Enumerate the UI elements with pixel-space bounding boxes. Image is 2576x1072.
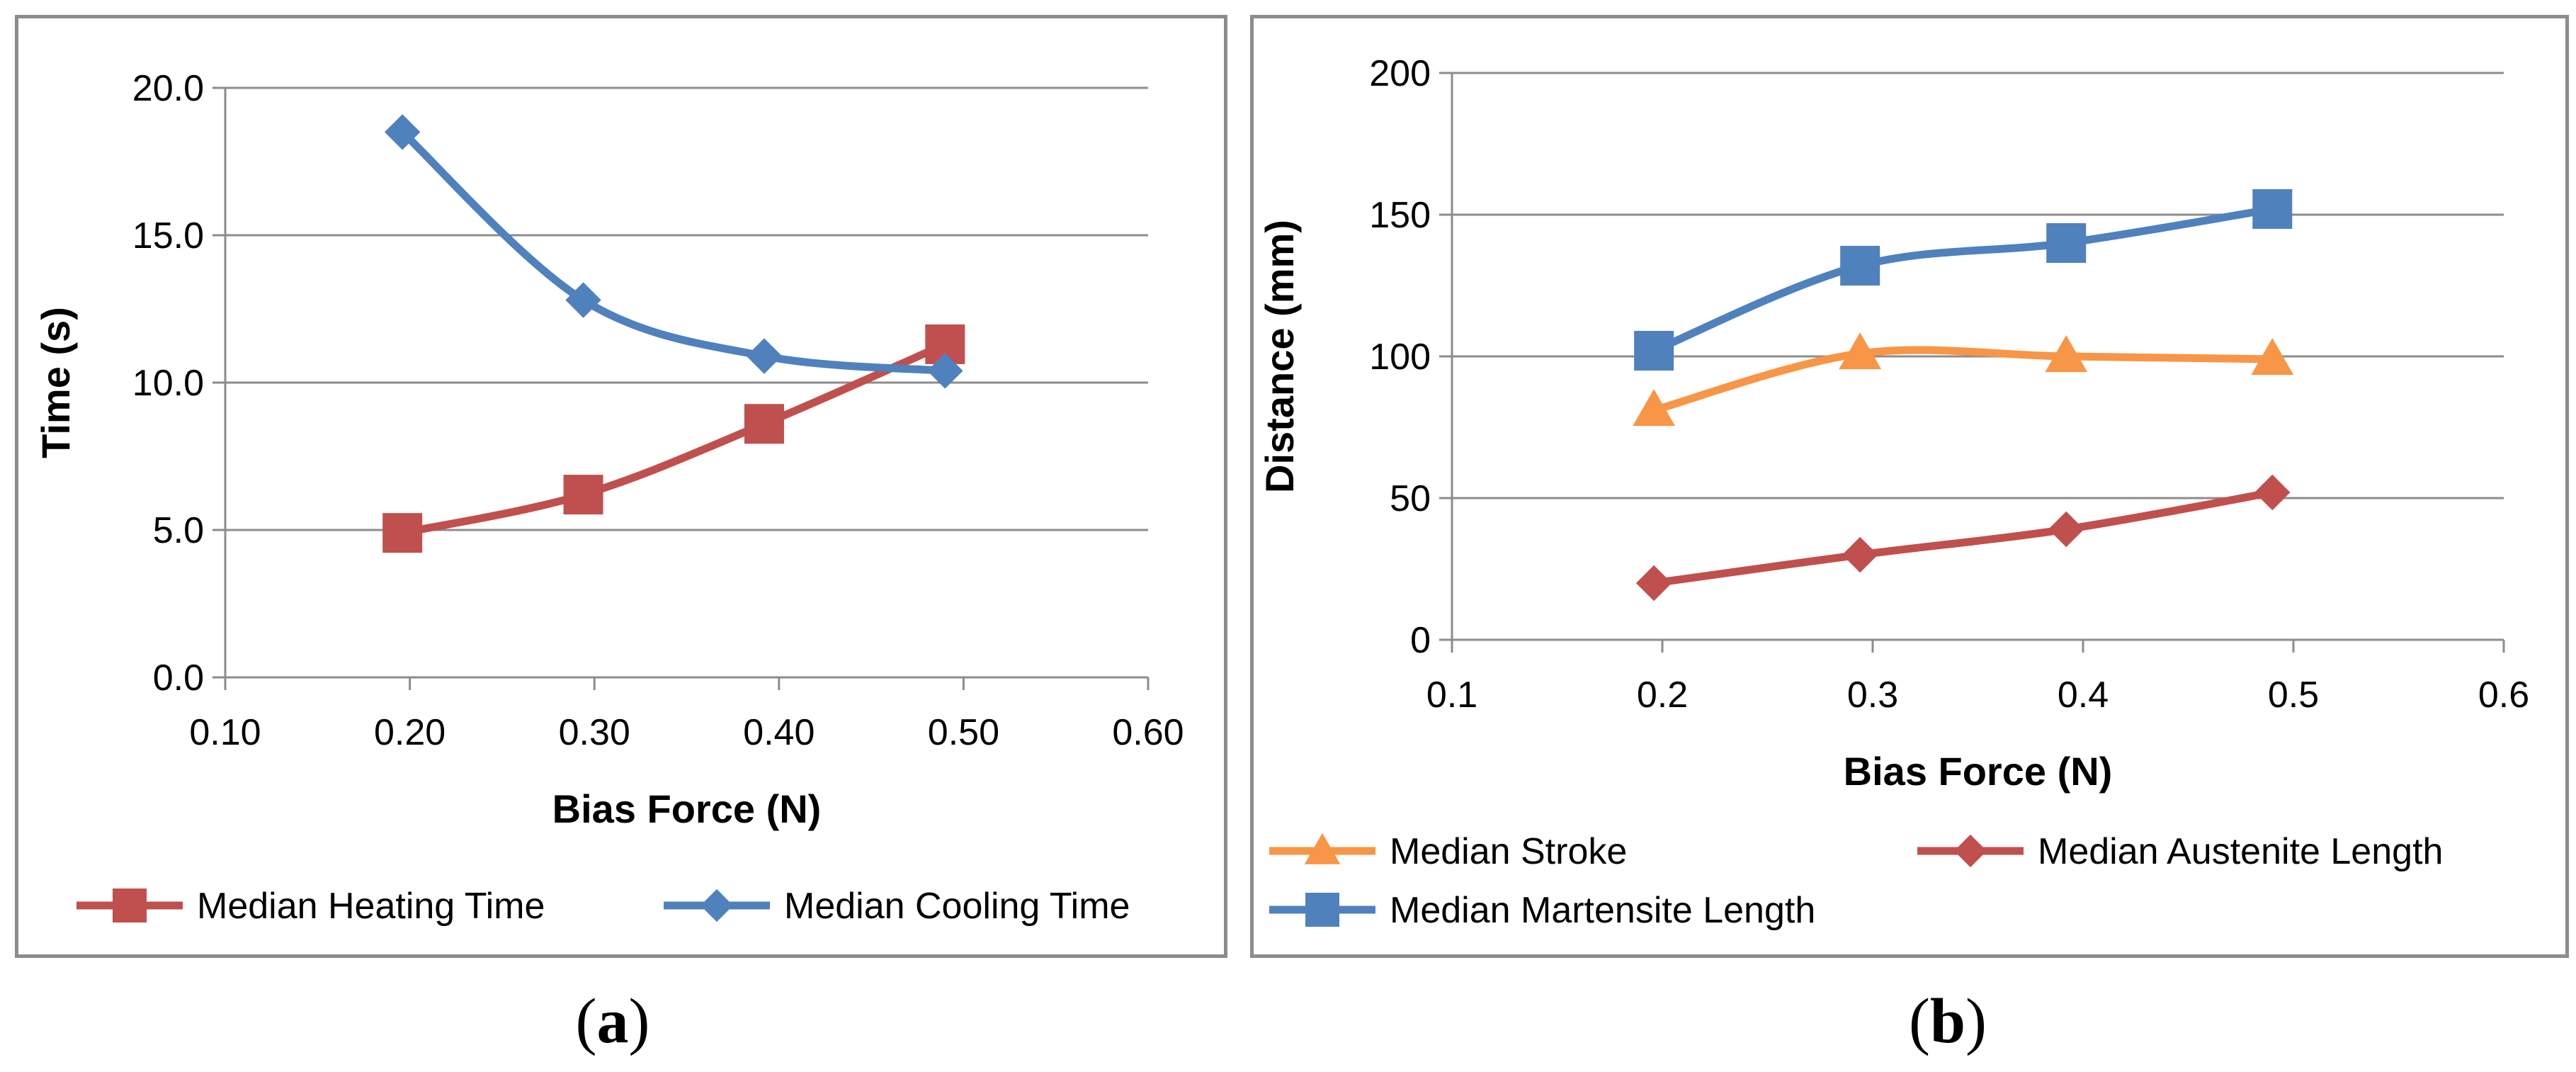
chart-b-ytick-label-4: 200 bbox=[1369, 53, 1431, 94]
chart-b-series-0-point-0 bbox=[1633, 389, 1676, 427]
chart-b-xtick-label-5: 0.6 bbox=[2478, 675, 2529, 716]
caption-b-letter: b bbox=[1929, 986, 1966, 1056]
chart-a-ytick-label-3: 15.0 bbox=[132, 215, 204, 256]
chart-b-series-2-point-0 bbox=[1634, 331, 1674, 371]
chart-a-series-0-point-0 bbox=[382, 513, 423, 553]
chart-a-xtick-label-5: 0.60 bbox=[1112, 712, 1184, 753]
chart-b-xtick-label-0: 0.1 bbox=[1426, 675, 1477, 716]
chart-a-series-1-point-0 bbox=[384, 114, 421, 150]
chart-a-series-0-point-1 bbox=[563, 475, 603, 515]
chart-b-xtick-label-2: 0.3 bbox=[1847, 675, 1898, 716]
chart-b-series-2-point-2 bbox=[2046, 223, 2087, 263]
chart-a-legend-0-marker bbox=[113, 888, 147, 923]
chart-b-xtick-label-4: 0.5 bbox=[2268, 675, 2319, 716]
chart-a-series-1-line bbox=[398, 128, 949, 375]
chart-b-ytick-label-1: 50 bbox=[1390, 478, 1431, 519]
chart-b-series-0-point-1 bbox=[1839, 332, 1882, 370]
caption-b: (b) bbox=[1908, 986, 1987, 1056]
caption-a-letter: a bbox=[596, 986, 629, 1056]
chart-b-ylabel: Distance (mm) bbox=[1257, 220, 1302, 493]
chart-b-legend-2-marker bbox=[1305, 893, 1339, 927]
chart-b-series-1-point-1 bbox=[1842, 536, 1878, 573]
chart-a-xtick-label-0: 0.10 bbox=[189, 712, 261, 753]
chart-a-xtick-label-4: 0.50 bbox=[928, 712, 999, 753]
caption-a: (a) bbox=[575, 986, 650, 1056]
chart-a-ytick-label-2: 10.0 bbox=[132, 363, 204, 404]
chart-b-series-2-point-3 bbox=[2252, 189, 2293, 229]
chart-b-series-1-point-2 bbox=[2048, 511, 2084, 548]
chart-b-series-2-point-1 bbox=[1840, 246, 1880, 286]
chart-a-legend-0-label: Median Heating Time bbox=[197, 886, 545, 927]
chart-a-xtick-label-2: 0.30 bbox=[559, 712, 630, 753]
chart-panel-b: 0 50 100 150 200 0.1 0.2 0.3 0.4 0.5 0.6 Bias Force… bbox=[1250, 15, 2569, 958]
chart-a-series-0-point-2 bbox=[744, 404, 784, 444]
chart-a-ytick-label-4: 20.0 bbox=[132, 68, 204, 109]
chart-b-svg: 0 50 100 150 200 0.1 0.2 0.3 0.4 0.5 0.6 Bias Force… bbox=[1257, 53, 2529, 931]
chart-b-series-0-line bbox=[1650, 346, 2276, 414]
chart-b-series-0-point-2 bbox=[2045, 335, 2088, 373]
chart-b-ytick-label-2: 100 bbox=[1369, 337, 1431, 378]
chart-a-series-0-line bbox=[398, 340, 949, 537]
chart-a-ylabel: Time (s) bbox=[33, 307, 78, 458]
chart-b-series-1-point-0 bbox=[1635, 565, 1672, 602]
chart-b-series-1-point-3 bbox=[2254, 474, 2291, 511]
chart-a-legend-1-marker bbox=[700, 888, 734, 923]
chart-b-xtick-label-3: 0.4 bbox=[2058, 675, 2109, 716]
chart-a-xtick-label-1: 0.20 bbox=[374, 712, 446, 753]
chart-a-ytick-label-0: 0.0 bbox=[153, 658, 204, 699]
chart-b-series-1-line bbox=[1650, 488, 2276, 587]
chart-b-series-2-line bbox=[1650, 205, 2276, 355]
chart-b-legend-0-marker bbox=[1304, 833, 1341, 864]
chart-a-xlabel: Bias Force (N) bbox=[552, 786, 822, 831]
chart-b-series-0-point-3 bbox=[2251, 338, 2294, 376]
chart-b-ytick-label-3: 150 bbox=[1369, 195, 1431, 236]
chart-b-legend-1-label: Median Austenite Length bbox=[2038, 831, 2443, 872]
chart-panel-a: 0.0 5.0 10.0 15.0 20.0 0.10 0.20 0.30 0.40 0.50 0.… bbox=[15, 15, 1227, 958]
chart-a-series-1-point-1 bbox=[565, 282, 601, 318]
chart-a-xtick-label-3: 0.40 bbox=[743, 712, 815, 753]
chart-a-svg: 0.0 5.0 10.0 15.0 20.0 0.10 0.20 0.30 0.40 0.50 0.… bbox=[33, 68, 1184, 927]
chart-b-legend-0-label: Median Stroke bbox=[1390, 831, 1627, 872]
chart-a-legend-1-label: Median Cooling Time bbox=[784, 886, 1130, 927]
chart-b-ytick-label-0: 0 bbox=[1410, 620, 1431, 661]
chart-a-ytick-label-1: 5.0 bbox=[153, 510, 204, 551]
chart-b-legend-2-label: Median Martensite Length bbox=[1390, 890, 1815, 931]
chart-b-xlabel: Bias Force (N) bbox=[1844, 749, 2113, 794]
chart-b-xtick-label-1: 0.2 bbox=[1637, 675, 1688, 716]
chart-b-legend-1-marker bbox=[1953, 834, 1987, 868]
chart-a-series-1-point-2 bbox=[746, 338, 783, 374]
